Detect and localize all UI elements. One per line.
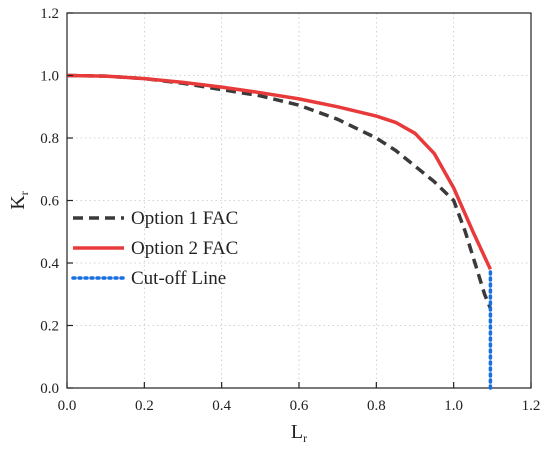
grid-lines bbox=[67, 13, 531, 388]
x-tick-label: 0.4 bbox=[212, 398, 231, 414]
series-line-2 bbox=[66, 73, 492, 271]
y-tick-label: 1.2 bbox=[40, 6, 59, 22]
x-tick-label: 0.8 bbox=[367, 398, 386, 414]
x-tick-label: 0.2 bbox=[135, 398, 154, 414]
legend-label-1: Option 1 FAC bbox=[131, 208, 238, 229]
x-tick-label: 1.2 bbox=[522, 398, 541, 414]
x-tick-label: 1.0 bbox=[444, 398, 463, 414]
y-tick-label: 1.0 bbox=[40, 69, 59, 85]
x-axis-label-main: L bbox=[291, 421, 303, 443]
y-tick-label: 0.8 bbox=[40, 131, 59, 147]
x-tick-label: 0.0 bbox=[58, 398, 77, 414]
legend-label-3: Cut-off Line bbox=[131, 268, 226, 289]
y-axis-label-sub: r bbox=[17, 191, 31, 195]
y-ticks: 0.0 0.2 0.4 0.6 0.8 1.0 1.2 bbox=[40, 6, 73, 397]
x-axis-label: Lr bbox=[291, 421, 307, 445]
legend-label-2: Option 2 FAC bbox=[131, 238, 238, 259]
x-tick-label: 0.6 bbox=[290, 398, 309, 414]
y-tick-label: 0.2 bbox=[40, 319, 59, 335]
y-axis-label: Kr bbox=[7, 191, 31, 209]
y-tick-label: 0.6 bbox=[40, 194, 59, 210]
x-ticks: 0.0 0.2 0.4 0.6 0.8 1.0 1.2 bbox=[58, 382, 541, 414]
series-layer bbox=[66, 73, 493, 390]
x-axis-label-sub: r bbox=[303, 431, 307, 445]
y-tick-label: 0.4 bbox=[40, 256, 59, 272]
legend: Option 1 FAC Option 2 FAC Cut-off Line bbox=[71, 208, 238, 289]
y-axis-label-main: K bbox=[7, 195, 29, 210]
plot-frame bbox=[66, 12, 532, 389]
y-tick-label: 0.0 bbox=[40, 381, 59, 397]
